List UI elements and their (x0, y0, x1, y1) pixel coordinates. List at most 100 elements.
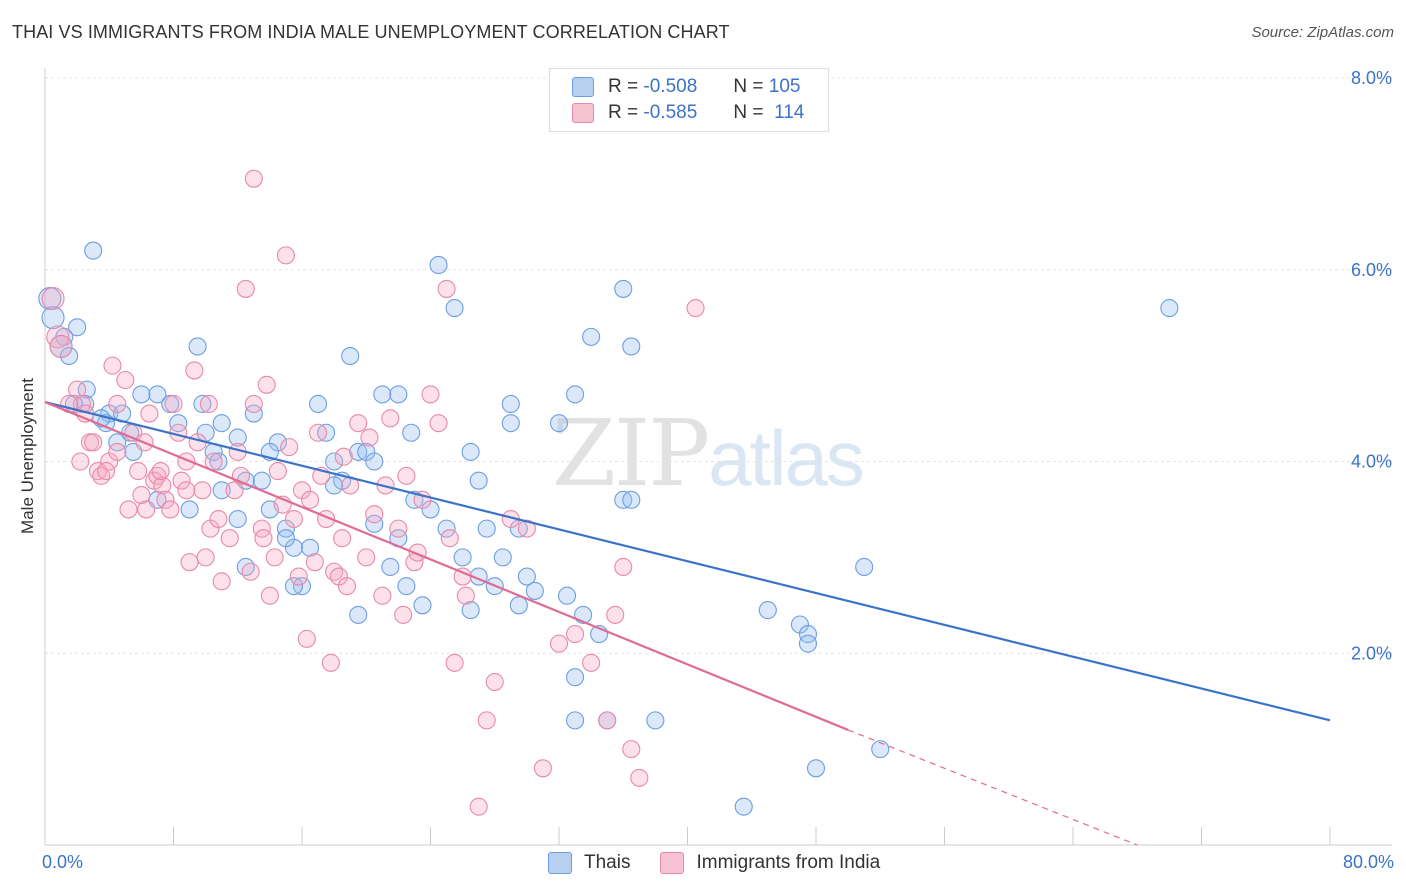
point-s1-106 (280, 438, 299, 457)
point-s1-109 (360, 428, 379, 447)
point-s0-47 (402, 423, 421, 442)
point-s0-15 (148, 385, 167, 404)
point-s1-3 (68, 380, 87, 399)
point-s0-58 (461, 442, 480, 461)
point-s0-103 (461, 601, 480, 620)
point-s1-48 (276, 246, 295, 265)
point-s0-45 (373, 385, 392, 404)
point-s1-26 (172, 471, 191, 490)
point-s1-70 (397, 466, 416, 485)
series-label-thais: Thais (584, 852, 631, 873)
legend-r-value-thais: -0.508 (643, 76, 698, 97)
point-s1-93 (244, 169, 263, 188)
point-s1-35 (209, 509, 228, 529)
point-s1-92 (686, 299, 705, 318)
point-s1-97 (96, 462, 116, 481)
point-s1-80 (485, 672, 504, 692)
y-tick-label-2: 6.0% (1351, 260, 1392, 280)
point-s0-4 (60, 346, 79, 366)
legend-row-india: R = -0.585 N = 114 (572, 100, 804, 126)
point-s1-67 (381, 409, 400, 428)
series-label-india: Immigrants from India (696, 852, 881, 873)
point-s0-80 (566, 711, 585, 730)
point-s1-58 (325, 562, 344, 581)
point-s1-105 (254, 529, 273, 548)
point-s1-45 (265, 548, 284, 567)
legend-row-thais: R = -0.508 N = 105 (572, 74, 800, 100)
point-s1-4 (72, 394, 91, 414)
point-s1-36 (212, 572, 231, 591)
point-s0-82 (646, 711, 665, 730)
point-s1-39 (236, 279, 255, 298)
point-s1-29 (185, 361, 204, 380)
point-s1-73 (421, 385, 440, 404)
legend-n-label: N = (733, 102, 764, 123)
x-tick-min: 0.0% (42, 852, 84, 872)
point-s1-37 (220, 529, 239, 548)
point-s0-17 (169, 414, 188, 433)
watermark-atlas: atlas (708, 414, 865, 502)
point-s1-53 (300, 490, 320, 509)
legend-swatch-thais (572, 77, 594, 97)
watermark: ZIPatlas (552, 400, 865, 507)
point-s0-19 (193, 394, 212, 414)
point-s0-94 (212, 414, 231, 433)
point-s0-102 (365, 514, 384, 533)
point-s1-78 (469, 797, 488, 816)
legend-swatch-india (572, 103, 594, 123)
trend-extension-s1 (847, 729, 1138, 846)
point-s0-67 (509, 596, 528, 615)
point-s0-18 (188, 337, 207, 356)
legend-r-label: R = (608, 102, 639, 123)
point-s1-108 (334, 447, 353, 466)
point-s0-7 (77, 380, 96, 399)
point-s0-86 (798, 634, 818, 653)
point-s0-88 (871, 740, 890, 759)
point-s1-99 (71, 452, 90, 471)
point-s1-112 (440, 529, 459, 548)
legend-r-value-india: -0.585 (643, 102, 698, 123)
series-legend: Thais Immigrants from India (548, 852, 910, 874)
point-s1-22 (156, 490, 175, 509)
point-s0-69 (549, 414, 569, 433)
point-s1-60 (333, 529, 352, 548)
point-s0-24 (228, 428, 247, 447)
point-s1-9 (92, 466, 111, 485)
point-s1-75 (437, 279, 456, 298)
point-s0-76 (622, 490, 641, 509)
point-s1-79 (477, 711, 496, 730)
series-swatch-india (660, 852, 685, 874)
point-s0-66 (517, 567, 536, 586)
point-s1-61 (337, 577, 357, 596)
point-s0-85 (798, 625, 818, 644)
chart-title: THAI VS IMMIGRANTS FROM INDIA MALE UNEMP… (12, 22, 730, 42)
point-s0-57 (445, 299, 464, 318)
point-s0-54 (453, 548, 472, 567)
point-s0-91 (1160, 299, 1179, 318)
legend-r-label: R = (608, 76, 639, 97)
point-s1-90 (622, 740, 641, 759)
point-s0-53 (437, 519, 456, 538)
point-s1-15 (129, 462, 148, 481)
point-s0-56 (429, 255, 448, 275)
point-s1-83 (533, 759, 552, 778)
point-s1-69 (394, 605, 413, 624)
point-s1-103 (199, 394, 218, 414)
point-s0-5 (68, 318, 87, 337)
point-s1-64 (357, 548, 376, 567)
point-s1-57 (321, 653, 340, 672)
axes (44, 68, 1392, 846)
point-s1-86 (582, 653, 601, 672)
point-s1-16 (132, 486, 151, 505)
point-s0-59 (469, 471, 488, 490)
point-s0-30 (228, 509, 247, 529)
point-s0-78 (622, 337, 641, 356)
point-s1-74 (429, 414, 448, 433)
point-s1-85 (566, 625, 585, 644)
point-s1-63 (349, 414, 368, 433)
point-s0-77 (614, 279, 633, 298)
legend-n-value-india: 114 (774, 102, 805, 123)
y-tick-labels: 2.0% 4.0% 6.0% 8.0% (1351, 68, 1392, 663)
point-s0-89 (806, 759, 826, 778)
